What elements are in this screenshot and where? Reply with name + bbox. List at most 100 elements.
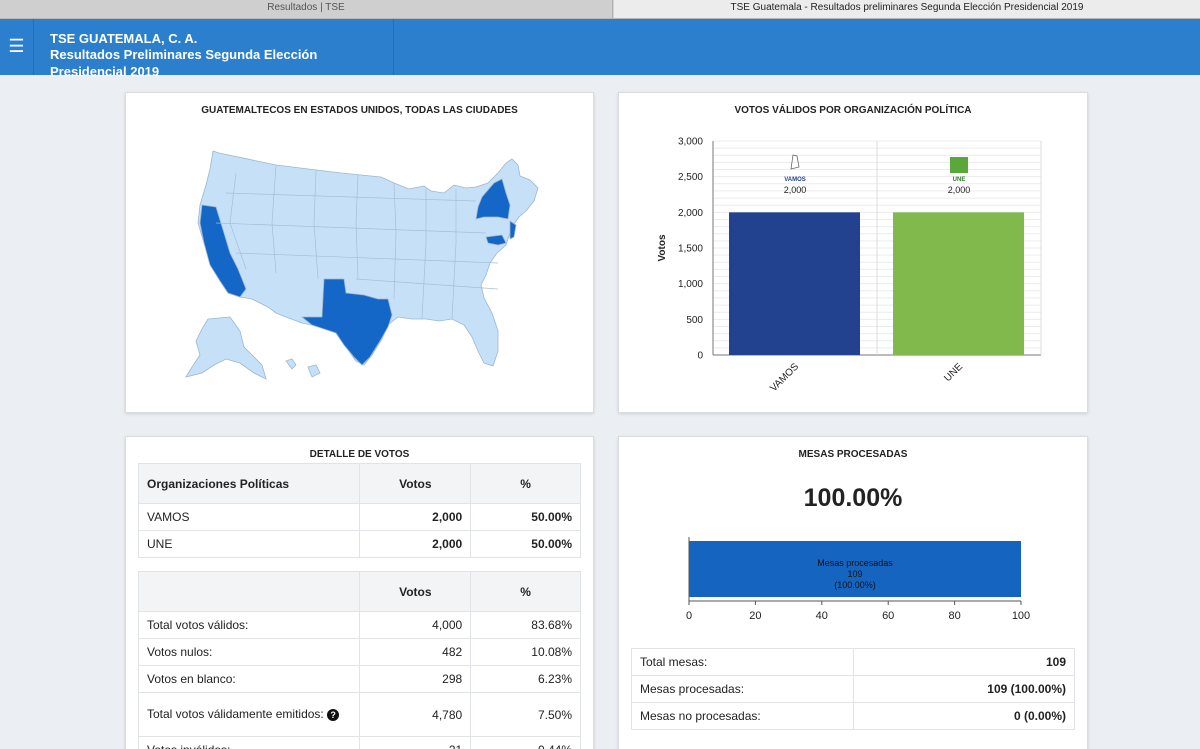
map-state-alaska[interactable]: [185, 316, 267, 380]
party-votes-table: Organizaciones Políticas Votos % VAMOS 2…: [137, 463, 581, 558]
y-tick-label: 1,500: [678, 244, 703, 255]
mesas-value: 109 (100.00%): [853, 675, 1075, 703]
table-row: Votos en blanco: 298 6.23%: [137, 665, 581, 693]
map-state-lower48[interactable]: [197, 150, 539, 367]
x-tick-label: 60: [882, 610, 894, 622]
table-row: Total votos válidos: 4,000 83.68%: [137, 611, 581, 639]
x-tick-label: VAMOS: [768, 361, 801, 394]
bar-vamos[interactable]: [729, 212, 860, 355]
org-name: TSE GUATEMALA, C. A.: [50, 31, 198, 46]
total-label: Total votos válidamente emitidos: ?: [137, 692, 361, 737]
table-header-row: Votos %: [137, 571, 581, 612]
table-row: Total mesas: 109: [631, 648, 1075, 676]
chart-title: VOTOS VÁLIDOS POR ORGANIZACIÓN POLÍTICA: [734, 105, 972, 116]
total-label: Votos nulos:: [137, 638, 361, 666]
mesas-label: Mesas procesadas:: [631, 675, 854, 703]
logo-text: UNE: [953, 177, 966, 183]
party-name: VAMOS: [137, 503, 361, 531]
y-tick-label: 0: [697, 351, 703, 362]
brand[interactable]: TSE GUATEMALA, C. A. Resultados Prelimin…: [35, 19, 394, 79]
mesas-percent: 100.00%: [803, 484, 903, 512]
total-pct: 10.08%: [470, 638, 581, 666]
bar-data-label: 2,000: [948, 185, 971, 195]
total-votes: 298: [359, 665, 472, 693]
map-state-texas[interactable]: [300, 278, 393, 366]
col-header-party: Organizaciones Políticas: [137, 463, 361, 504]
votes-bar-chart: 0 500 1,000 1,500 2,000 2,500 3,000 Votos VAMOS 2…: [657, 137, 1042, 394]
col-header-pct: %: [470, 463, 581, 504]
table-row: UNE 2,000 50.00%: [137, 530, 581, 558]
vote-detail-card: DETALLE DE VOTOS Organizaciones Política…: [125, 436, 594, 749]
col-header-pct: %: [470, 571, 581, 612]
party-votes: 2,000: [359, 530, 472, 558]
x-tick-label: 0: [686, 610, 692, 622]
total-pct: 0.44%: [470, 736, 581, 749]
us-map: [185, 150, 539, 380]
table-row: VAMOS 2,000 50.00%: [137, 503, 581, 531]
table-header-row: Organizaciones Políticas Votos %: [137, 463, 581, 504]
x-tick-label: 100: [1012, 610, 1030, 622]
logo-text: VAMOS: [784, 177, 806, 183]
total-votes: 4,000: [359, 611, 472, 639]
y-tick-label: 1,000: [678, 279, 703, 290]
map-state-california[interactable]: [199, 204, 247, 298]
party-votes: 2,000: [359, 503, 472, 531]
x-tick-label: 40: [816, 610, 828, 622]
table-row: Mesas procesadas: 109 (100.00%): [631, 675, 1075, 703]
hand-icon: [790, 154, 800, 170]
mesas-value: 0 (0.00%): [853, 702, 1075, 730]
total-label-text: Total votos válidamente emitidos:: [147, 707, 324, 721]
map-state-new-jersey[interactable]: [509, 220, 517, 240]
mesas-title: MESAS PROCESADAS: [798, 449, 908, 460]
browser-tab-strip: Resultados | TSE TSE Guatemala - Resulta…: [0, 0, 1200, 19]
mesas-card: MESAS PROCESADAS 100.00% 0 20 40 60 80 100 Mes…: [618, 436, 1088, 749]
bar-une[interactable]: [893, 212, 1024, 355]
une-logo-box: [950, 157, 968, 173]
mesas-value: 109: [853, 648, 1075, 676]
app-header: ☰ TSE GUATEMALA, C. A. Resultados Prelim…: [0, 19, 1200, 79]
party-pct: 50.00%: [470, 530, 581, 558]
map-card: GUATEMALTECOS EN ESTADOS UNIDOS, TODAS L…: [125, 92, 594, 413]
page-subtitle: Resultados Preliminares Segunda Elección…: [50, 47, 318, 79]
mesas-bar-label: Mesas procesadas: [817, 558, 893, 568]
bar-data-label: 2,000: [784, 185, 807, 195]
mesas-label: Mesas no procesadas:: [631, 702, 854, 730]
total-pct: 7.50%: [470, 692, 581, 737]
party-logo-vamos: VAMOS: [784, 154, 806, 183]
mesas-table: Total mesas: 109 Mesas procesadas: 109 (…: [631, 648, 1075, 730]
total-votes: 21: [359, 736, 472, 749]
y-axis-label: Votos: [657, 234, 668, 261]
party-name: UNE: [137, 530, 361, 558]
menu-icon[interactable]: ☰: [0, 19, 34, 75]
y-tick-label: 2,500: [678, 172, 703, 183]
table-row: Mesas no procesadas: 0 (0.00%): [631, 702, 1075, 730]
total-label: Votos en blanco:: [137, 665, 361, 693]
x-tick-label: 80: [948, 610, 960, 622]
y-tick-label: 500: [686, 315, 703, 326]
map-state-hawaii-big-island[interactable]: [307, 364, 321, 378]
mesas-bar-label: (100.00%): [834, 580, 876, 590]
x-tick-label: 20: [749, 610, 761, 622]
mesas-bar[interactable]: [689, 541, 1021, 597]
mesas-bar-label: 109: [847, 569, 862, 579]
y-tick-label: 2,000: [678, 208, 703, 219]
col-header-votes: Votos: [359, 463, 472, 504]
browser-tab-resultados[interactable]: Resultados | TSE: [0, 0, 613, 18]
table-row: Total votos válidamente emitidos: ? 4,78…: [137, 692, 581, 737]
table-row: Votos inválidos: 21 0.44%: [137, 736, 581, 749]
total-pct: 6.23%: [470, 665, 581, 693]
map-state-hawaii[interactable]: [285, 358, 297, 370]
party-logo-une: UNE: [950, 157, 968, 183]
browser-tab-tse-guatemala[interactable]: TSE Guatemala - Resultados preliminares …: [614, 0, 1200, 18]
col-header-votes: Votos: [359, 571, 472, 612]
help-icon[interactable]: ?: [327, 708, 340, 721]
map-state-maryland[interactable]: [485, 234, 507, 246]
col-header-empty: [137, 571, 361, 612]
map-state-borders: [215, 164, 499, 320]
total-votes: 482: [359, 638, 472, 666]
votes-chart-card: VOTOS VÁLIDOS POR ORGANIZACIÓN POLÍTICA …: [618, 92, 1088, 413]
table-row: Votos nulos: 482 10.08%: [137, 638, 581, 666]
total-pct: 83.68%: [470, 611, 581, 639]
map-state-new-york[interactable]: [475, 178, 511, 220]
